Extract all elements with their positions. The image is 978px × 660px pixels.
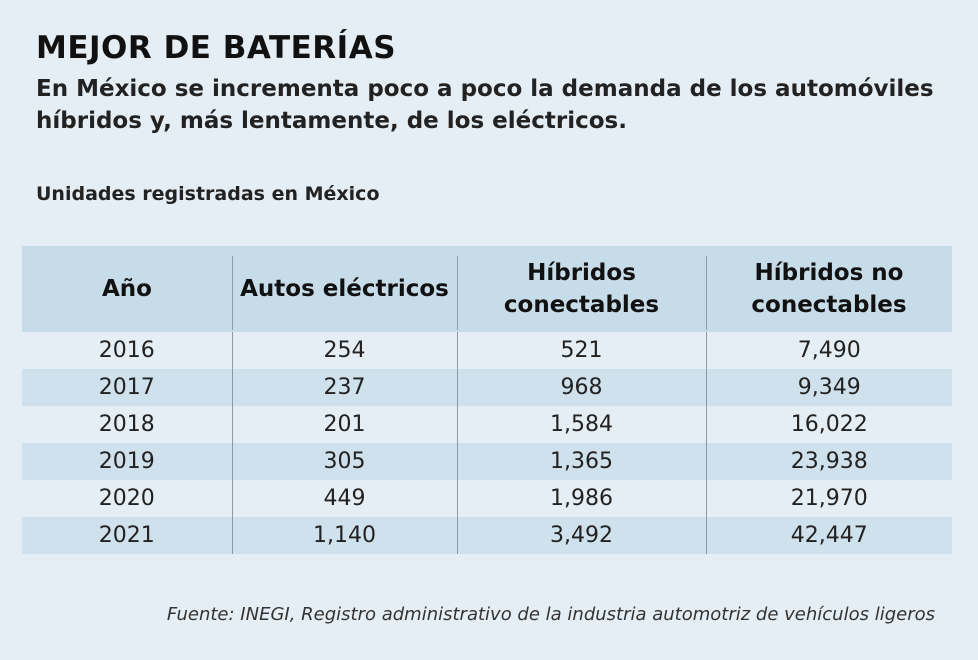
year-cell: 2018 <box>98 412 155 437</box>
value-cell: 16,022 <box>705 406 952 443</box>
value-cell: 1,986 <box>456 480 706 517</box>
table-label: Unidades registradas en México <box>36 183 380 205</box>
column-header: Híbridos conectables <box>457 246 706 332</box>
table-row: 2019 305 1,365 23,938 <box>22 443 952 480</box>
data-table: Año Autos eléctricos Híbridos conectable… <box>22 246 952 554</box>
value-cell: 3,492 <box>456 517 706 554</box>
year-cell: 2019 <box>22 443 232 480</box>
value-cell: 9,349 <box>705 369 952 406</box>
column-header: Autos eléctricos <box>232 246 457 332</box>
header-row: Año Autos eléctricos Híbridos conectable… <box>22 246 952 332</box>
value-cell: 449 <box>231 480 457 517</box>
value-cell: 968 <box>456 369 706 406</box>
value-cell: 23,938 <box>705 443 952 480</box>
source-note: Fuente: INEGI, Registro administrativo d… <box>166 604 935 625</box>
value-cell: 1,140 <box>231 517 457 554</box>
value-cell: 305 <box>231 443 457 480</box>
table-row: 2020 449 1,986 21,970 <box>22 480 952 517</box>
value-cell: 237 <box>231 369 457 406</box>
table-row: 2017 237 968 9,349 <box>22 369 952 406</box>
value-cell: 21,970 <box>705 480 952 517</box>
value-cell: 42,447 <box>705 517 952 554</box>
value-cell: 7,490 <box>705 332 952 369</box>
year-cell: 2016 <box>98 338 155 363</box>
chart-subtitle: En México se incrementa poco a poco la d… <box>36 76 934 134</box>
year-cell: 2020 <box>98 486 155 511</box>
table-row: 2021 1,140 3,492 42,447 <box>22 517 952 554</box>
table-row: 2016 254 521 7,490 <box>22 332 952 369</box>
year-cell: 2017 <box>22 369 232 406</box>
value-cell: 1,365 <box>456 443 706 480</box>
column-header: Híbridos no conectables <box>706 246 952 332</box>
value-cell: 1,584 <box>456 406 706 443</box>
table-row: 2018 201 1,584 16,022 <box>22 406 952 443</box>
year-cell: 2021 <box>22 517 232 554</box>
column-header: Año <box>22 246 232 332</box>
chart-title: MEJOR DE BATERÍAS <box>36 30 397 66</box>
value-cell: 254 <box>231 332 457 369</box>
value-cell: 521 <box>456 332 706 369</box>
value-cell: 201 <box>231 406 457 443</box>
